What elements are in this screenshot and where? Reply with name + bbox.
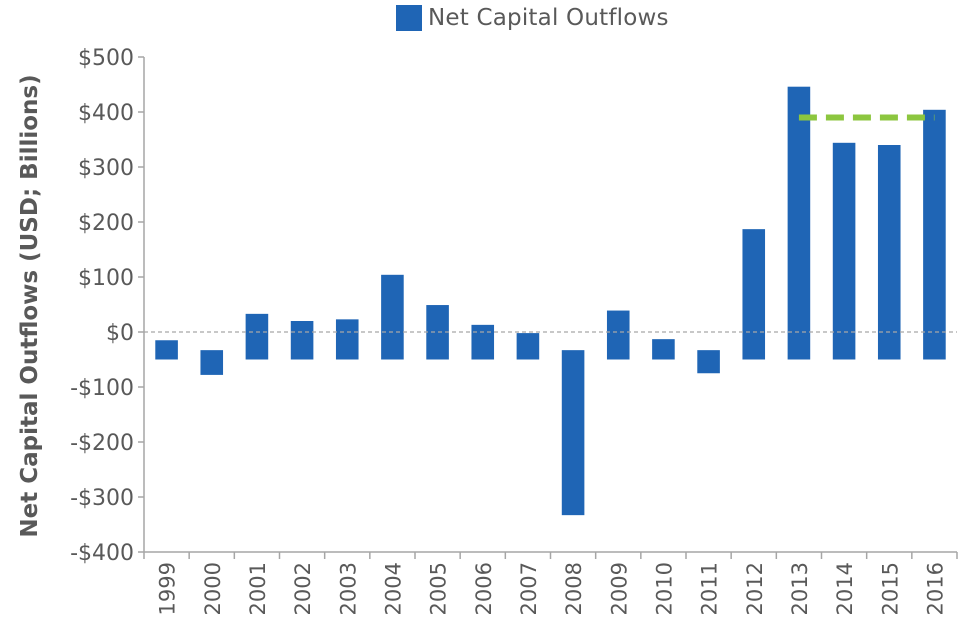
legend-label: Net Capital Outflows bbox=[428, 5, 669, 31]
reference-lines-layer bbox=[144, 114, 957, 333]
bar-2016 bbox=[923, 109, 946, 360]
x-tick-label: 2000 bbox=[201, 562, 225, 615]
bar-2012 bbox=[742, 229, 766, 360]
bar-2015 bbox=[877, 145, 901, 360]
bar-2013 bbox=[787, 86, 811, 360]
y-tick-label: -$300 bbox=[70, 486, 134, 511]
y-tick-label: $400 bbox=[78, 101, 134, 126]
bar-2008 bbox=[561, 350, 585, 516]
x-tick-label: 1999 bbox=[156, 562, 180, 615]
y-tick-label: $200 bbox=[78, 211, 134, 236]
bars-layer bbox=[155, 86, 946, 516]
x-tick-label: 2003 bbox=[336, 562, 360, 615]
x-tick-label: 2016 bbox=[923, 562, 947, 615]
axes-layer: $500 $400 $300 $200 $100 $0 -$100 -$200 -$300 -$4… bbox=[70, 46, 958, 615]
bar-2000 bbox=[200, 350, 224, 375]
y-tick-label: -$200 bbox=[70, 431, 134, 456]
bar-2005 bbox=[426, 305, 449, 360]
bar-2001 bbox=[245, 313, 269, 360]
x-tick-label: 2015 bbox=[878, 562, 902, 615]
bar-2010 bbox=[652, 339, 675, 360]
y-axis-title: Net Capital Outflows (USD; Billions) bbox=[17, 74, 43, 538]
y-tick-label: -$100 bbox=[70, 376, 134, 401]
bar-1999 bbox=[155, 340, 178, 360]
x-tick-label: 2010 bbox=[652, 562, 676, 615]
bar-2004 bbox=[381, 274, 404, 360]
chart-legend: Net Capital Outflows bbox=[396, 4, 669, 32]
x-tick-label: 2014 bbox=[833, 562, 857, 615]
y-tick-label: $0 bbox=[106, 321, 134, 346]
x-tick-label: 2004 bbox=[381, 562, 405, 615]
x-tick-label: 2012 bbox=[743, 562, 767, 615]
bar-2006 bbox=[471, 324, 495, 360]
x-tick-label: 2008 bbox=[562, 562, 586, 615]
y-tick-label: $300 bbox=[78, 156, 134, 181]
x-tick-label: 2006 bbox=[472, 562, 496, 615]
bar-2011 bbox=[697, 350, 720, 374]
bar-2009 bbox=[606, 310, 630, 360]
x-tick-label: 2011 bbox=[698, 562, 722, 615]
bar-2007 bbox=[516, 333, 540, 360]
x-tick-label: 2009 bbox=[607, 562, 631, 615]
x-tick-label: 2013 bbox=[788, 562, 812, 615]
y-tick-label: -$400 bbox=[70, 541, 134, 566]
x-tick-label: 2002 bbox=[291, 562, 315, 615]
y-tick-label: $500 bbox=[78, 46, 134, 71]
y-tick-label: $100 bbox=[78, 266, 134, 291]
x-tick-label: 2001 bbox=[246, 562, 270, 615]
bar-2014 bbox=[832, 142, 856, 360]
x-tick-label: 2007 bbox=[517, 562, 541, 615]
x-tick-label: 2005 bbox=[427, 562, 451, 615]
bar-2002 bbox=[290, 321, 314, 360]
legend-swatch bbox=[396, 5, 422, 31]
bar-2003 bbox=[335, 319, 359, 360]
